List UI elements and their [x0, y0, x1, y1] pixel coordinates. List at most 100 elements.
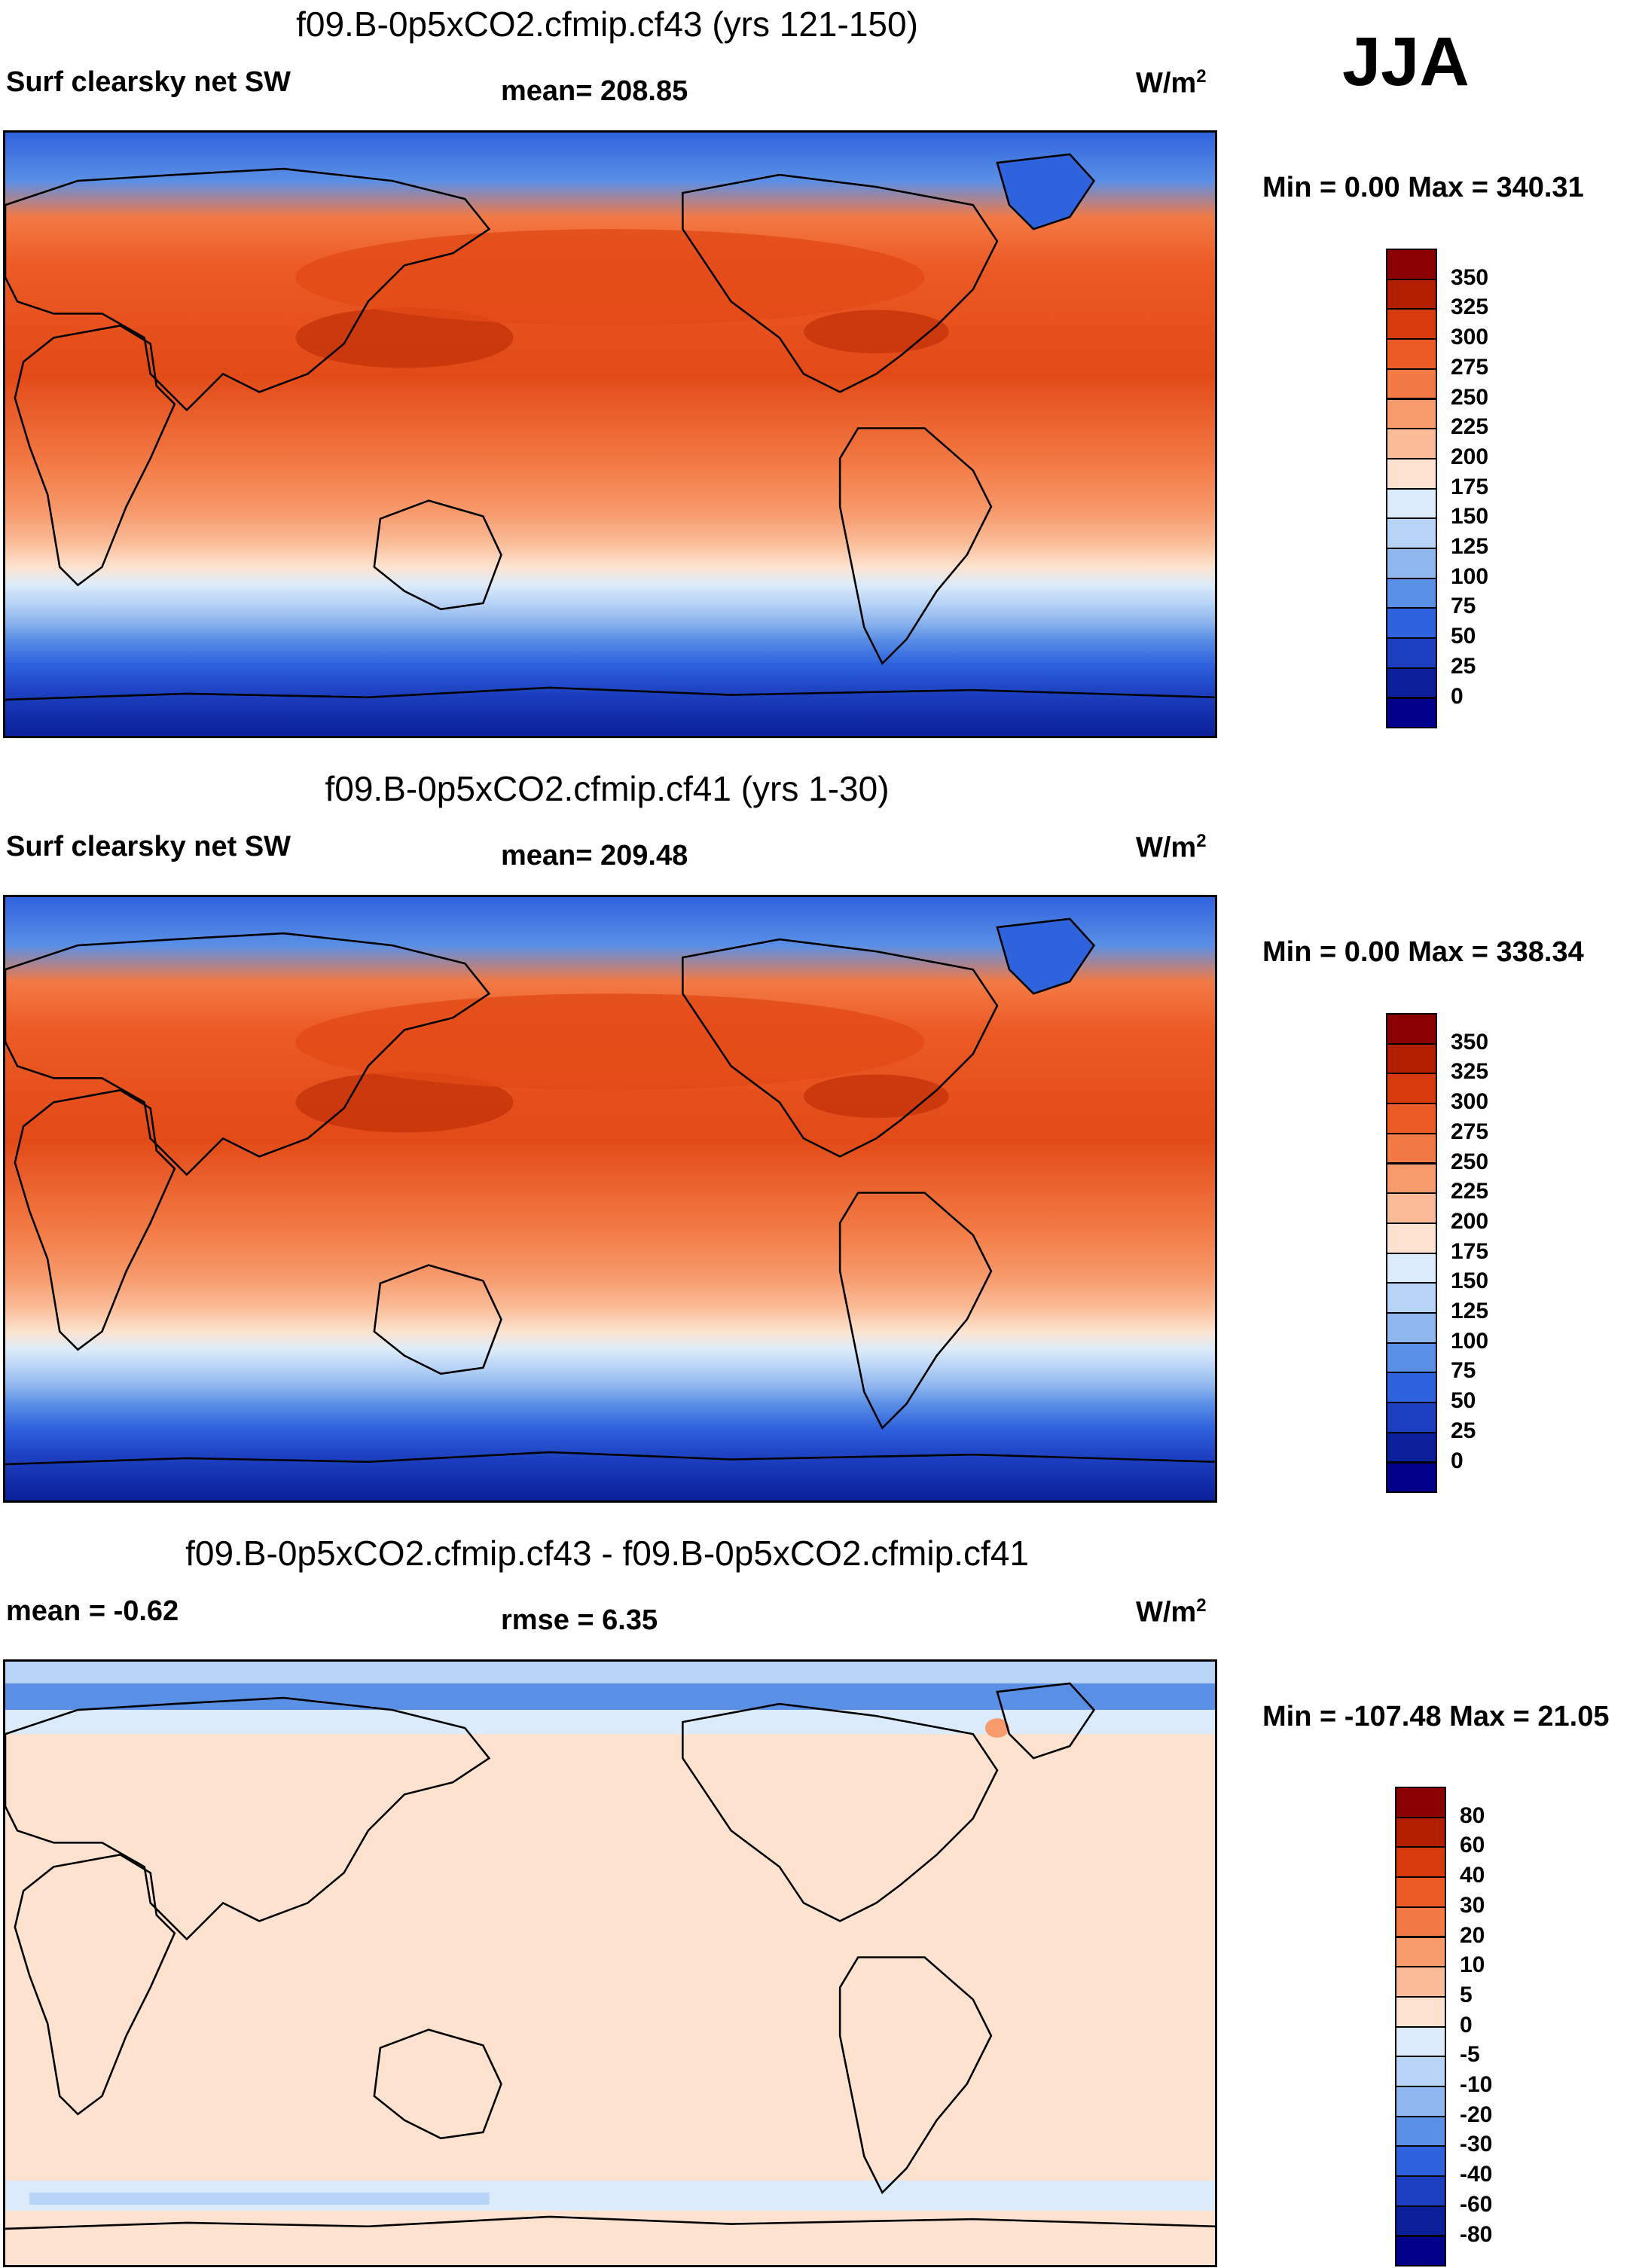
panel-1-coastline-3	[373, 499, 502, 611]
panel-1-colorbar-swatch	[1386, 368, 1437, 400]
panel-2-colorbar-label: 125	[1451, 1299, 1489, 1323]
panel-3-colorbar-label: 40	[1460, 1863, 1485, 1888]
panel-2-colorbar-label: 50	[1451, 1388, 1476, 1414]
panel-2-colorbar-label: 325	[1451, 1059, 1489, 1085]
panel-3-minmax: Min = -107.48 Max = 21.05	[1262, 1701, 1610, 1732]
panel-3-colorbar-swatch	[1395, 2056, 1446, 2087]
panel-1-field-max-2	[803, 310, 949, 354]
panel-2-colorbar-swatch	[1386, 1312, 1437, 1344]
panel-2-left-label: Surf clearsky net SW	[6, 831, 291, 862]
panel-1-colorbar-label: 25	[1451, 653, 1476, 679]
panel-2-colorbar-label: 250	[1451, 1149, 1489, 1174]
panel-3-left-label: mean = -0.62	[6, 1595, 179, 1627]
panel-3-coastline-1	[14, 1853, 176, 2116]
panel-2-colorbar-swatch	[1386, 1192, 1437, 1224]
panel-2-colorbar-swatch	[1386, 1461, 1437, 1494]
panel-2-center-label: mean= 209.48	[501, 840, 688, 871]
panel-1-coastline-4	[682, 173, 999, 393]
panel-1-coastline-1	[14, 324, 176, 587]
panel-3-coastline-5	[838, 1956, 993, 2195]
panel-1-colorbar-swatch	[1386, 577, 1437, 609]
panel-1-colorbar-label: 300	[1451, 325, 1489, 350]
panel-3-colorbar-label: -5	[1460, 2042, 1480, 2068]
panel-3-field-band-1	[5, 1662, 1215, 1683]
panel-2-colorbar-swatch	[1386, 1013, 1437, 1045]
panel-2-coastline-5	[838, 1192, 993, 1430]
panel-1-map	[3, 130, 1217, 738]
panel-2-colorbar-swatch	[1386, 1162, 1437, 1195]
panel-1-colorbar-label: 225	[1451, 414, 1489, 440]
panel-1-colorbar-swatch	[1386, 548, 1437, 579]
panel-2-colorbar-swatch	[1386, 1222, 1437, 1254]
panel-2-colorbar-swatch	[1386, 1342, 1437, 1374]
panel-3-colorbar-swatch	[1395, 2086, 1446, 2117]
panel-2-colorbar-swatch	[1386, 1431, 1437, 1464]
panel-3-field-band-3	[5, 1710, 1215, 1735]
panel-2-field-max-3	[295, 994, 925, 1091]
panel-1-colorbar-swatch	[1386, 398, 1437, 430]
panel-3-colorbar-swatch	[1395, 2235, 1446, 2267]
panel-2-colorbar-swatch	[1386, 1042, 1437, 1075]
panel-1-colorbar-swatch	[1386, 338, 1437, 370]
panel-1-colorbar-swatch	[1386, 428, 1437, 459]
panel-3-coastline-6	[996, 1682, 1096, 1760]
panel-2-colorbar-swatch	[1386, 1372, 1437, 1404]
panel-1-field-max-3	[295, 229, 925, 326]
panel-1-coastline-6	[996, 153, 1096, 230]
panel-3-units: W/m2	[1136, 1595, 1207, 1629]
panel-1-colorbar-swatch	[1386, 249, 1437, 280]
panel-3-colorbar-swatch	[1395, 1787, 1446, 1818]
panel-2-colorbar-label: 300	[1451, 1089, 1489, 1115]
panel-2-colorbar-label: 350	[1451, 1029, 1489, 1055]
panel-3-colorbar-label: -80	[1460, 2221, 1493, 2247]
panel-3-colorbar-swatch	[1395, 1906, 1446, 1938]
panel-1-minmax: Min = 0.00 Max = 340.31	[1262, 172, 1584, 203]
panel-3-colorbar-swatch	[1395, 1876, 1446, 1908]
panel-1-colorbar-label: 200	[1451, 444, 1489, 469]
panel-2-coastline-1	[14, 1088, 176, 1351]
panel-3-field-band-5	[29, 2192, 490, 2205]
panel-3-colorbar-label: 80	[1460, 1802, 1485, 1828]
panel-2-field-max-1	[295, 1072, 514, 1133]
panel-1-colorbar-swatch	[1386, 667, 1437, 699]
panel-3-field-band-2	[5, 1683, 1215, 1711]
panel-3-field-positive	[984, 1718, 1009, 1738]
panel-1-title: f09.B-0p5xCO2.cfmip.cf43 (yrs 121-150)	[296, 5, 918, 44]
panel-3-coastline-7	[5, 2215, 1215, 2230]
season-label: JJA	[1342, 23, 1470, 100]
panel-3-colorbar-label: 20	[1460, 1922, 1485, 1948]
panel-2-colorbar-swatch	[1386, 1103, 1437, 1134]
panel-2-title: f09.B-0p5xCO2.cfmip.cf41 (yrs 1-30)	[325, 769, 890, 808]
panel-3-colorbar-label: 0	[1460, 2012, 1473, 2038]
panel-3-colorbar-label: 30	[1460, 1892, 1485, 1918]
panel-3-colorbar-swatch	[1395, 1816, 1446, 1848]
panel-1-colorbar-swatch	[1386, 487, 1437, 520]
panel-3-coastline-4	[682, 1702, 999, 1922]
panel-3-colorbar-swatch	[1395, 2115, 1446, 2147]
panel-3-colorbar-swatch	[1395, 1846, 1446, 1879]
panel-2-colorbar-swatch	[1386, 1282, 1437, 1314]
panel-2-colorbar-swatch	[1386, 1073, 1437, 1105]
panel-2-colorbar-swatch	[1386, 1252, 1437, 1284]
panel-2-colorbar-label: 25	[1451, 1418, 1476, 1443]
panel-1-colorbar-swatch	[1386, 637, 1437, 669]
panel-2-minmax: Min = 0.00 Max = 338.34	[1262, 936, 1584, 968]
panel-3-colorbar-swatch	[1395, 2145, 1446, 2178]
panel-3-title: f09.B-0p5xCO2.cfmip.cf43 - f09.B-0p5xCO2…	[185, 1534, 1029, 1573]
panel-1-colorbar-swatch	[1386, 308, 1437, 340]
panel-1-center-label: mean= 208.85	[501, 75, 688, 107]
panel-3-colorbar-label: -30	[1460, 2132, 1493, 2157]
panel-2-map	[3, 895, 1217, 1503]
panel-2-colorbar-label: 150	[1451, 1268, 1489, 1294]
panel-2-colorbar-label: 275	[1451, 1119, 1489, 1144]
panel-1-colorbar-label: 125	[1451, 534, 1489, 559]
panel-1-colorbar-label: 250	[1451, 384, 1489, 410]
panel-2-colorbar-label: 75	[1451, 1358, 1476, 1384]
panel-3-colorbar-label: 5	[1460, 1982, 1473, 2007]
panel-2-colorbar-label: 225	[1451, 1179, 1489, 1204]
panel-1-colorbar-label: 100	[1451, 563, 1489, 589]
panel-2-greenland-field	[997, 918, 1094, 994]
panel-3-center-label: rmse = 6.35	[501, 1604, 658, 1636]
panel-3-colorbar-swatch	[1395, 2175, 1446, 2207]
panel-2-colorbar-swatch	[1386, 1402, 1437, 1433]
